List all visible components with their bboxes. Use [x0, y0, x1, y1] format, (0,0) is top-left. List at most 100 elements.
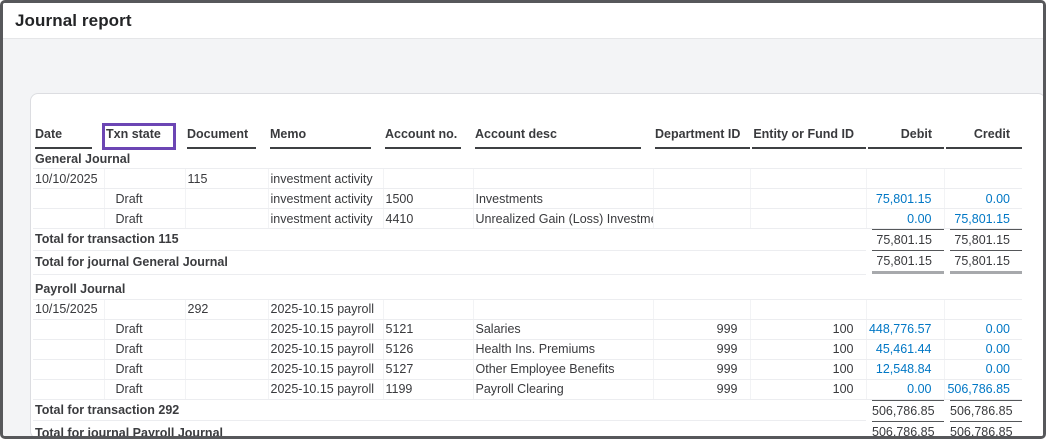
total-label: Total for journal General Journal — [33, 250, 866, 275]
cell-date — [33, 188, 105, 209]
debit-amount-link[interactable]: 0.00 — [866, 379, 945, 400]
cell-entity-or-fund-id: 100 — [750, 379, 867, 400]
credit-amount-link[interactable]: 0.00 — [944, 359, 1022, 380]
line-row: Draft investment activity 1500 Investments 7… — [33, 188, 1022, 209]
txn-row: 10/15/2025 292 2025-10.15 payroll — [33, 299, 1022, 320]
report-header: Journal report — [3, 3, 1043, 39]
cell-account-desc: Payroll Clearing — [473, 379, 654, 400]
debit-amount-link[interactable]: 45,461.44 — [866, 339, 945, 360]
cell-account-desc: Health Ins. Premiums — [473, 339, 654, 360]
column-header-department-id: Department ID — [653, 127, 750, 149]
cell-memo: 2025-10.15 payroll — [268, 379, 384, 400]
cell-empty — [866, 168, 945, 189]
total-debit-amount: 506,786.85 — [866, 399, 944, 421]
cell-empty — [750, 168, 867, 189]
cell-txn-state: Draft — [104, 339, 186, 360]
column-header-debit: Debit — [866, 127, 944, 149]
column-header-entity-or-fund-id: Entity or Fund ID — [750, 127, 866, 149]
cell-account-desc: Unrealized Gain (Loss) Investments — [473, 208, 654, 229]
page-title: Journal report — [15, 10, 132, 30]
total-label: Total for transaction 115 — [33, 228, 866, 251]
cell-document — [185, 379, 269, 400]
cell-memo: 2025-10.15 payroll — [268, 359, 384, 380]
total-credit-amount: 75,801.15 — [944, 229, 1022, 251]
cell-empty — [944, 299, 1022, 320]
debit-amount-link[interactable]: 12,548.84 — [866, 359, 945, 380]
column-header-memo: Memo — [268, 127, 383, 149]
cell-account-desc: Investments — [473, 188, 654, 209]
line-row: Draft 2025-10.15 payroll 1199 Payroll Clear… — [33, 379, 1022, 400]
credit-amount-link[interactable]: 75,801.15 — [944, 208, 1022, 229]
total-credit-amount: 506,786.85 — [944, 399, 1022, 421]
debit-amount-link[interactable]: 448,776.57 — [866, 319, 945, 340]
cell-memo: 2025-10.15 payroll — [268, 319, 384, 340]
cell-department-id: 999 — [653, 339, 751, 360]
cell-account-no: 4410 — [383, 208, 474, 229]
cell-document: 115 — [185, 168, 269, 189]
total-label: Total for transaction 292 — [33, 399, 866, 421]
cell-memo: investment activity — [268, 188, 384, 209]
cell-account-no: 1199 — [383, 379, 474, 400]
cell-entity-or-fund-id: 100 — [750, 319, 867, 340]
total-debit-amount: 75,801.15 — [866, 229, 944, 251]
debit-amount-link[interactable]: 75,801.15 — [866, 188, 945, 209]
cell-date: 10/10/2025 — [33, 168, 105, 189]
total-debit-amount: 506,786.85 — [866, 420, 944, 436]
page-background: Date Txn state Document Memo Account no. Acco… — [3, 39, 1043, 436]
cell-account-desc: Other Employee Benefits — [473, 359, 654, 380]
cell-document — [185, 339, 269, 360]
debit-amount-link[interactable]: 0.00 — [866, 208, 945, 229]
cell-empty — [473, 168, 654, 189]
cell-date — [33, 359, 105, 380]
line-row: Draft investment activity 4410 Unrealized G… — [33, 208, 1022, 229]
cell-date — [33, 379, 105, 400]
column-header-account-desc: Account desc — [473, 127, 653, 149]
total-debit-amount: 75,801.15 — [866, 250, 944, 274]
cell-memo: investment activity — [268, 168, 384, 189]
cell-memo: investment activity — [268, 208, 384, 229]
total-row: Total for journal Payroll Journal 506,786… — [33, 420, 1022, 436]
cell-date — [33, 208, 105, 229]
cell-memo: 2025-10.15 payroll — [268, 339, 384, 360]
cell-document — [185, 359, 269, 380]
cell-department-id: 999 — [653, 319, 751, 340]
cell-empty — [750, 299, 867, 320]
line-row: Draft 2025-10.15 payroll 5127 Other Employe… — [33, 359, 1022, 380]
cell-txn-state: Draft — [104, 188, 186, 209]
cell-date — [33, 319, 105, 340]
line-row: Draft 2025-10.15 payroll 5121 Salaries 999 10… — [33, 319, 1022, 340]
cell-account-no: 5126 — [383, 339, 474, 360]
column-header-row: Date Txn state Document Memo Account no. Acco… — [33, 123, 1022, 150]
cell-empty — [653, 299, 751, 320]
column-header-account-no: Account no. — [383, 127, 473, 149]
cell-document — [185, 319, 269, 340]
cell-entity-or-fund-id — [750, 208, 867, 229]
cell-account-no: 5121 — [383, 319, 474, 340]
cell-department-id: 999 — [653, 379, 751, 400]
credit-amount-link[interactable]: 0.00 — [944, 339, 1022, 360]
total-row: Total for journal General Journal 75,801.… — [33, 250, 1022, 275]
cell-empty — [383, 168, 474, 189]
total-credit-amount: 75,801.15 — [944, 250, 1022, 274]
credit-amount-link[interactable]: 0.00 — [944, 319, 1022, 340]
cell-txn-state: Draft — [104, 208, 186, 229]
cell-entity-or-fund-id: 100 — [750, 359, 867, 380]
journal-section-row: Payroll Journal — [33, 279, 1022, 300]
credit-amount-link[interactable]: 506,786.85 — [944, 379, 1022, 400]
cell-txn-state — [104, 168, 186, 189]
cell-txn-state: Draft — [104, 319, 186, 340]
cell-txn-state — [104, 299, 186, 320]
cell-date: 10/15/2025 — [33, 299, 105, 320]
cell-department-id: 999 — [653, 359, 751, 380]
column-header-credit: Credit — [944, 127, 1022, 149]
cell-department-id — [653, 188, 751, 209]
cell-entity-or-fund-id: 100 — [750, 339, 867, 360]
txn-row: 10/10/2025 115 investment activity — [33, 168, 1022, 189]
credit-amount-link[interactable]: 0.00 — [944, 188, 1022, 209]
cell-memo: 2025-10.15 payroll — [268, 299, 384, 320]
line-row: Draft 2025-10.15 payroll 5126 Health Ins. P… — [33, 339, 1022, 360]
report-card: Date Txn state Document Memo Account no. Acco… — [30, 93, 1043, 436]
cell-empty — [473, 299, 654, 320]
cell-date — [33, 339, 105, 360]
